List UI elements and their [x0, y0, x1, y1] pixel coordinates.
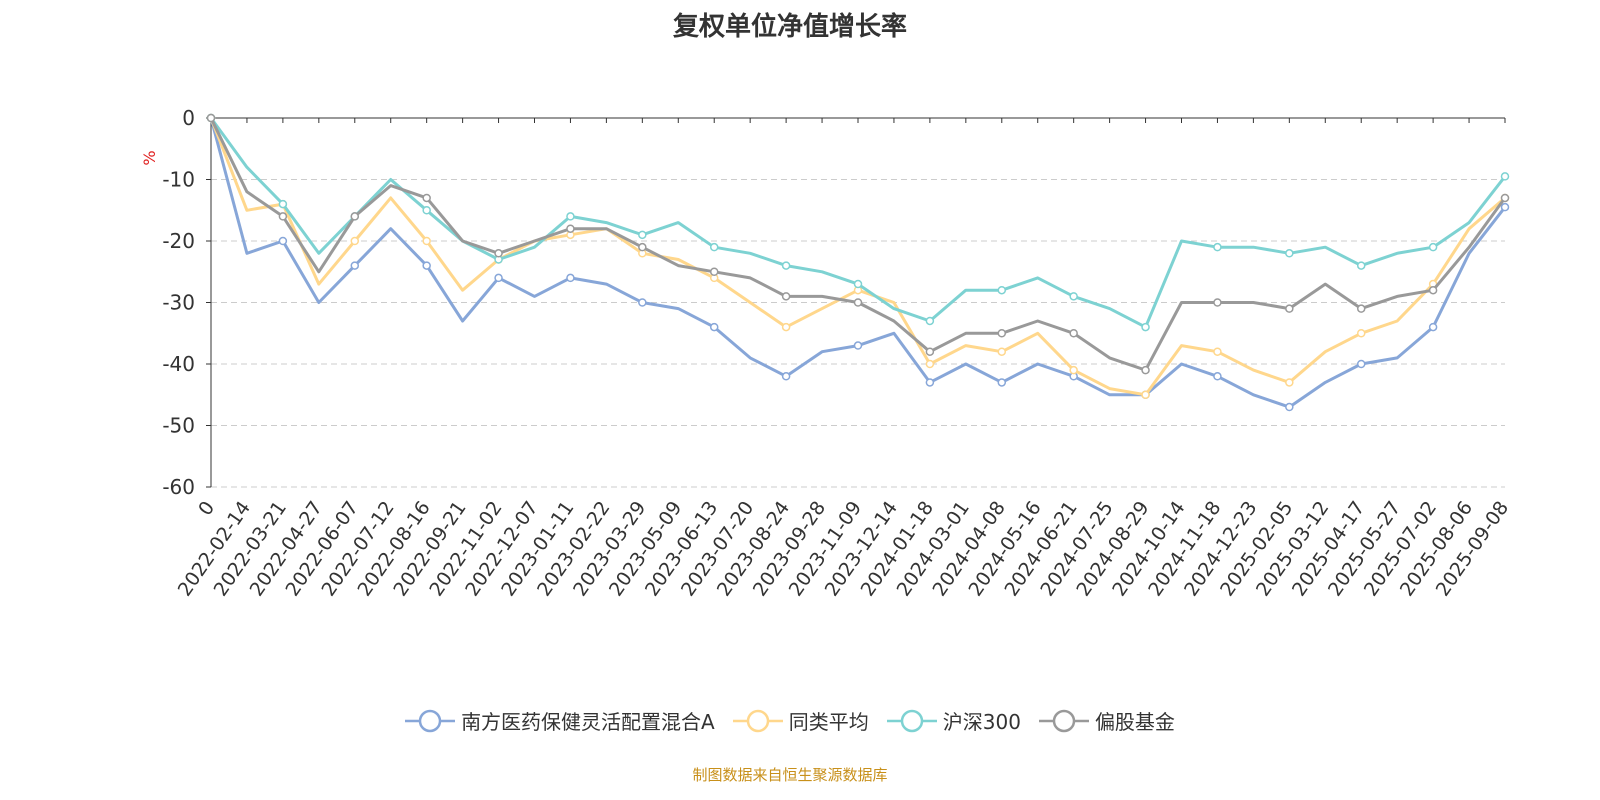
data-point	[997, 329, 1007, 338]
legend-marker-icon	[1038, 709, 1089, 732]
data-point	[1500, 172, 1510, 181]
legend-label: 沪深300	[942, 710, 1021, 734]
data-point	[1356, 359, 1366, 369]
chart-title: 复权单位净值增长率	[672, 12, 907, 42]
data-point	[1500, 202, 1510, 212]
data-point	[1141, 390, 1150, 399]
data-point	[1141, 365, 1150, 375]
data-point	[206, 113, 216, 123]
data-point	[1428, 322, 1438, 332]
data-point	[566, 273, 575, 283]
data-point	[278, 236, 288, 246]
data-point	[1285, 249, 1294, 258]
data-point	[350, 212, 360, 221]
data-point	[997, 347, 1007, 356]
data-point	[1428, 285, 1438, 295]
data-point	[422, 261, 431, 270]
line-chart: 0-10-20-30-40-50-60%02022-02-142022-03-2…	[140, 106, 1513, 600]
y-tick-label: -50	[162, 414, 195, 438]
data-point	[494, 249, 503, 258]
legend-marker-icon	[732, 709, 783, 732]
data-point	[422, 193, 431, 203]
data-point	[781, 292, 791, 301]
data-point	[1356, 261, 1366, 270]
data-point	[350, 261, 360, 270]
data-point	[1069, 292, 1078, 301]
data-point	[853, 279, 863, 289]
legend-item[interactable]: 南方医药保健灵活配置混合A	[405, 706, 715, 735]
data-point	[1285, 378, 1294, 387]
y-tick-label: -60	[162, 475, 195, 499]
data-point	[350, 236, 360, 246]
data-point	[566, 224, 575, 233]
legend-marker-icon	[405, 709, 456, 732]
data-point	[925, 316, 935, 326]
legend: 南方医药保健灵活配置混合A 同类平均 沪深300 偏股基金	[0, 706, 1580, 735]
y-tick-label: -40	[162, 352, 195, 376]
data-point	[997, 378, 1007, 387]
data-point	[709, 267, 719, 276]
series-line-1	[209, 117, 1506, 397]
legend-label: 偏股基金	[1094, 710, 1175, 734]
data-point	[781, 372, 791, 381]
data-point	[925, 378, 935, 387]
data-point	[1285, 402, 1294, 412]
y-tick-label: -10	[162, 168, 195, 192]
data-point	[1213, 372, 1222, 381]
data-point	[1141, 322, 1150, 332]
y-axis-unit: %	[140, 150, 159, 165]
data-point	[566, 212, 575, 221]
data-point	[1285, 304, 1294, 313]
legend-item[interactable]: 偏股基金	[1038, 706, 1175, 735]
legend-label: 同类平均	[788, 710, 869, 734]
data-point	[278, 212, 288, 221]
data-source-note: 制图数据来自恒生聚源数据库	[692, 766, 888, 784]
data-point	[853, 341, 863, 350]
data-point	[494, 273, 503, 283]
data-point	[1428, 242, 1438, 252]
legend-label: 南方医药保健灵活配置混合A	[461, 710, 715, 734]
data-point	[638, 298, 647, 307]
data-point	[1069, 329, 1078, 338]
data-point	[1356, 329, 1366, 338]
data-point	[638, 230, 647, 240]
legend-item[interactable]: 沪深300	[886, 706, 1021, 735]
data-point	[925, 347, 935, 356]
data-point	[781, 322, 791, 332]
legend-item[interactable]: 同类平均	[732, 706, 869, 735]
x-tick-label: 0	[194, 497, 219, 520]
data-point	[422, 236, 431, 246]
y-tick-label: -30	[162, 291, 195, 315]
data-point	[1356, 304, 1366, 313]
data-point	[1213, 298, 1222, 307]
data-point	[781, 261, 791, 270]
data-point	[1500, 193, 1510, 203]
data-point	[1213, 242, 1222, 252]
legend-marker-icon	[886, 709, 937, 732]
series-line-2	[209, 117, 1507, 329]
data-point	[925, 359, 935, 369]
data-point	[709, 322, 719, 332]
data-point	[422, 206, 431, 215]
y-tick-label: -20	[162, 229, 195, 253]
data-point	[1213, 347, 1222, 356]
data-point	[278, 199, 288, 209]
data-point	[638, 242, 647, 252]
data-point	[853, 298, 863, 307]
data-point	[997, 285, 1007, 295]
y-tick-label: 0	[182, 106, 195, 130]
data-point	[709, 242, 719, 252]
data-point	[1069, 365, 1078, 375]
